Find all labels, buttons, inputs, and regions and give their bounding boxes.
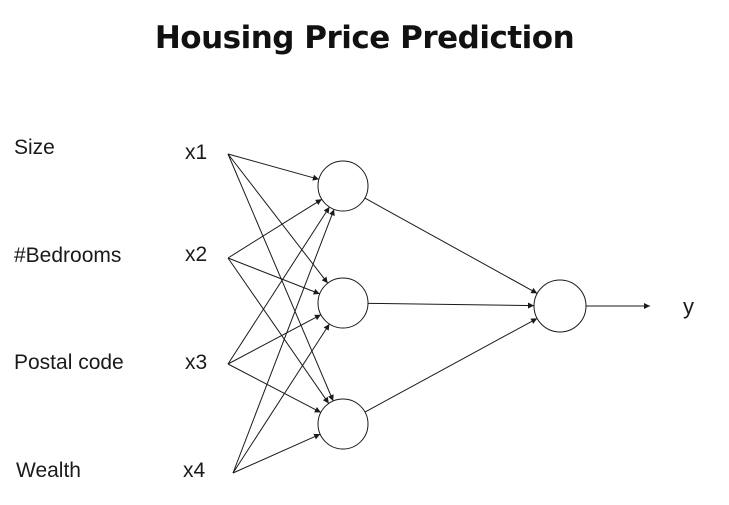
input-label-x3: x3 bbox=[185, 351, 208, 374]
output-node bbox=[533, 279, 587, 333]
network-nodes bbox=[317, 160, 587, 450]
hidden-node-2 bbox=[317, 277, 369, 329]
edge-x1-h1 bbox=[227, 153, 320, 181]
edge-x1-h3 bbox=[227, 153, 334, 402]
edge-x2-h3 bbox=[227, 257, 330, 404]
edge-x2-h1 bbox=[227, 198, 323, 259]
feature-label-postal-code: Postal code bbox=[14, 351, 124, 374]
edge-x4-h3 bbox=[232, 433, 321, 474]
edge-h1-output bbox=[364, 197, 538, 294]
diagram-title: Housing Price Prediction bbox=[154, 20, 575, 56]
feature-label-size: Size bbox=[14, 136, 55, 159]
input-label-x4: x4 bbox=[183, 459, 206, 482]
feature-label-wealth: Wealth bbox=[16, 459, 81, 482]
input-label-x1: x1 bbox=[185, 141, 208, 164]
edge-x3-h1 bbox=[227, 206, 330, 365]
network-edges bbox=[227, 153, 650, 474]
edge-x3-h3 bbox=[227, 363, 322, 413]
input-label-x2: x2 bbox=[185, 243, 208, 266]
edge-h2-output bbox=[367, 302, 535, 309]
output-label-y: y bbox=[683, 294, 694, 319]
feature-label-bedrooms: #Bedrooms bbox=[14, 244, 122, 267]
edge-x4-h1 bbox=[232, 209, 335, 474]
hidden-node-3 bbox=[317, 398, 369, 450]
edge-x4-h2 bbox=[232, 323, 330, 474]
edge-h3-output bbox=[364, 317, 538, 413]
edge-x1-h2 bbox=[227, 153, 329, 284]
edge-x2-h2 bbox=[227, 257, 320, 295]
hidden-node-1 bbox=[317, 160, 369, 212]
edge-x3-h2 bbox=[227, 314, 322, 365]
